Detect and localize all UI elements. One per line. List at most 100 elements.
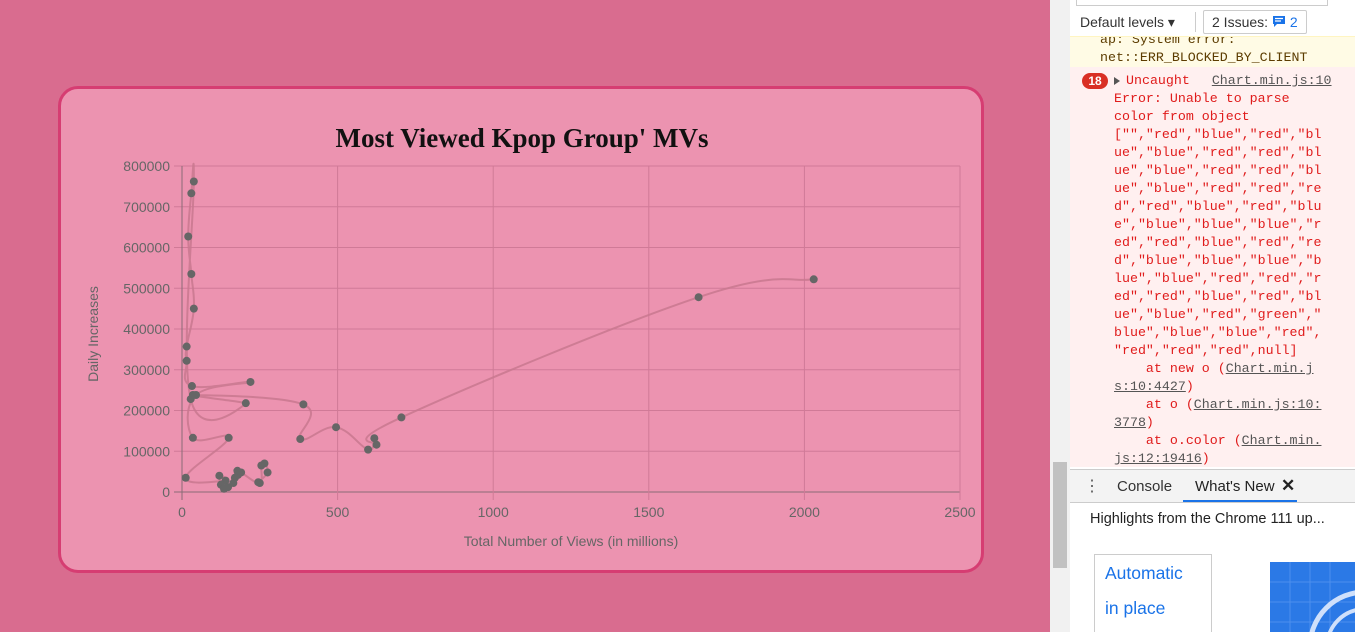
chart-grid [174,165,961,500]
stack-frame-text: ) [1185,379,1194,394]
data-point[interactable] [332,423,341,432]
data-point[interactable] [188,433,197,442]
series-points [181,177,818,493]
data-point[interactable] [694,293,703,302]
x-axis-label: Total Number of Views (in millions) [464,533,678,549]
error-text-line: d","blue","blue","blue","b [1114,253,1322,268]
card-title-line: Automatic [1105,563,1183,583]
y-axis-label: Daily Increases [85,286,101,382]
stack-frame-link[interactable]: Chart.min. [1241,433,1322,448]
data-point[interactable] [299,400,308,409]
data-point[interactable] [260,459,269,468]
y-tick-label: 200000 [123,403,170,419]
more-options-icon[interactable]: ⋮ [1084,478,1100,495]
error-message: 18 Uncaught Chart.min.js:10 Error: Unabl… [1070,67,1355,467]
data-point[interactable] [181,473,190,482]
x-tick-label: 1000 [478,504,509,520]
data-point[interactable] [224,433,233,442]
error-text-line: d","red","blue","red","blu [1114,199,1322,214]
data-point[interactable] [246,377,255,386]
tick-labels: 0 100000 200000 300000 400000 500000 600000 700… [123,158,975,520]
error-text-line: ue","blue","red","red","bl [1114,145,1322,160]
data-point[interactable] [189,177,198,186]
data-point[interactable] [189,304,198,313]
stack-frame-text: ) [1145,415,1154,430]
scrollbar-thumb[interactable] [1053,462,1067,568]
data-point[interactable] [241,399,250,408]
warning-line: net::ERR_BLOCKED_BY_CLIENT [1100,50,1308,65]
data-point[interactable] [372,440,381,449]
page-scrollbar[interactable] [1050,0,1070,632]
data-point[interactable] [397,413,406,422]
y-tick-label: 400000 [123,321,170,337]
error-header: Uncaught Chart.min.js:10 [1126,72,1332,90]
devtools-panel: Default levels ▾ 2 Issues: 2 ap: System … [1070,0,1355,632]
tab-whats-new[interactable]: What's New ✕ [1183,470,1297,502]
issues-button[interactable]: 2 Issues: 2 [1203,10,1307,34]
error-source-link[interactable]: Chart.min.js:10 [1211,73,1332,88]
chart-card: Most Viewed Kpop Group' MVs 0 100000 20000… [58,86,984,573]
data-point[interactable] [215,471,224,480]
stack-frame-cont: s:10:4427) [1114,378,1194,396]
data-point[interactable] [809,275,818,284]
whats-new-card[interactable]: Automatic in place [1094,554,1212,632]
data-point[interactable] [187,382,196,391]
stack-frame-text: at o.color ( [1114,433,1242,448]
data-point[interactable] [237,468,246,477]
data-point[interactable] [187,269,196,278]
tab-console[interactable]: Console [1117,478,1173,495]
error-text-line: e","blue","blue","blue","r [1114,217,1322,232]
x-tick-label: 2500 [944,504,975,520]
stack-frame-link[interactable]: s:10:4427 [1114,379,1186,394]
drawer-tabbar: ⋮ Console What's New ✕ [1070,469,1355,503]
stack-frame-text: at o ( [1114,397,1194,412]
card-title-line: in place [1105,598,1166,618]
error-count-badge: 18 [1082,73,1108,89]
data-point[interactable] [187,189,196,198]
data-point[interactable] [182,356,191,365]
y-tick-label: 800000 [123,158,170,174]
error-text-line: blue","blue","blue","red", [1114,325,1322,340]
data-point[interactable] [364,445,373,454]
error-text-line: ["","red","blue","red","bl [1114,127,1322,142]
stack-frame-link[interactable]: 3778 [1114,415,1146,430]
stack-frame: at new o (Chart.min.j [1114,360,1314,378]
illustration-graphic [1270,562,1355,632]
toolbar-divider [1195,12,1196,32]
web-page: Most Viewed Kpop Group' MVs 0 100000 20000… [58,86,984,573]
stack-frame-link[interactable]: js:12:19416 [1114,451,1202,466]
x-tick-label: 2000 [789,504,820,520]
expand-triangle-icon[interactable] [1114,77,1120,85]
message-icon [1272,16,1285,27]
stack-frame-link[interactable]: Chart.min.j [1225,361,1314,376]
data-point[interactable] [296,435,305,444]
data-point[interactable] [263,468,272,477]
stack-frame-text: at new o ( [1114,361,1226,376]
issues-count: 2 [1289,14,1298,30]
issues-label: 2 Issues: [1212,14,1269,30]
stack-frame-link[interactable]: Chart.min.js:10: [1193,397,1322,412]
error-text-line: ue","blue","red","green"," [1114,307,1322,322]
warning-message: ap: System error: net::ERR_BLOCKED_BY_CL… [1070,36,1355,68]
close-icon[interactable]: ✕ [1281,476,1296,495]
stack-frame: at o (Chart.min.js:10: [1114,396,1322,414]
data-point[interactable] [184,232,193,241]
scatter-chart: Most Viewed Kpop Group' MVs 010000020000… [85,123,976,549]
console-filter-input[interactable] [1076,0,1328,6]
data-point[interactable] [370,434,379,443]
error-text-line: ue","blue","red","red","bl [1114,163,1322,178]
error-text-line: ue","blue","red","red","re [1114,181,1322,196]
series-line [183,162,814,490]
tab-whats-new-label: What's New [1195,478,1275,495]
y-tick-label: 600000 [123,240,170,256]
console-toolbar: Default levels ▾ 2 Issues: 2 [1070,8,1355,36]
log-levels-dropdown[interactable]: Default levels ▾ [1080,14,1175,30]
stack-frame-cont: js:12:19416) [1114,450,1210,467]
x-tick-label: 0 [178,504,186,520]
error-head-text: Uncaught [1126,73,1198,88]
data-point[interactable] [182,342,191,351]
data-point[interactable] [254,478,263,487]
error-text-line: lue","blue","red","red","r [1114,271,1322,286]
y-tick-label: 0 [162,484,170,500]
data-point[interactable] [192,391,201,400]
